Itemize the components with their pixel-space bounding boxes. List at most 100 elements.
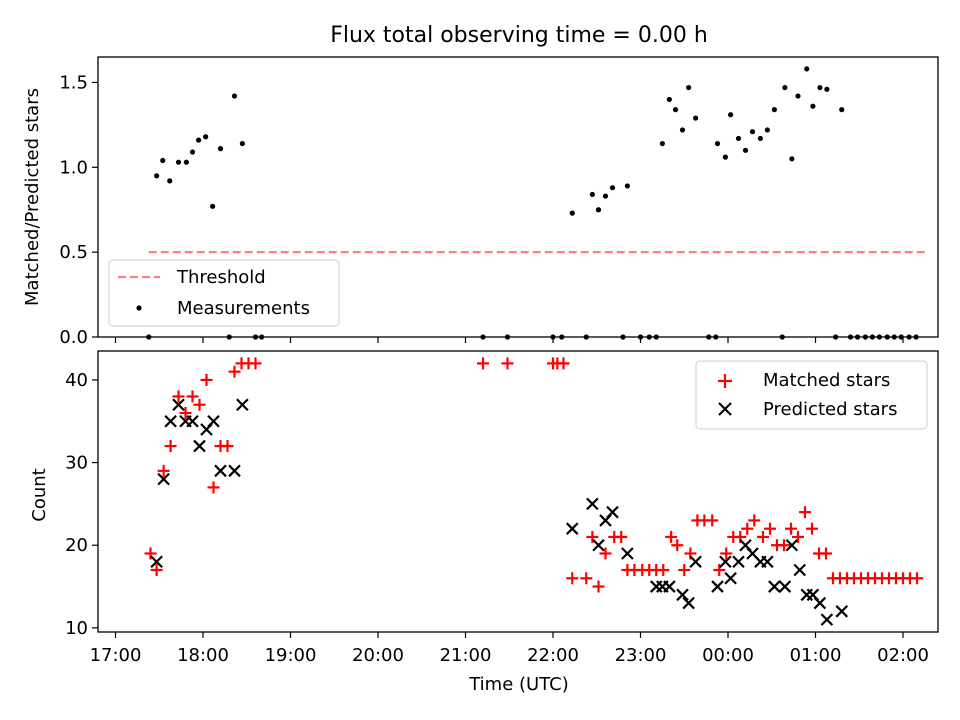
measurement-point <box>210 203 216 209</box>
bottom-y-tick-label: 40 <box>65 370 88 391</box>
measurement-point <box>757 135 763 142</box>
matched-star-marker <box>615 530 628 543</box>
matched-star-marker <box>713 564 726 577</box>
predicted-star-marker <box>565 522 579 535</box>
matched-star-marker <box>665 530 678 543</box>
matched-star-marker <box>799 506 811 519</box>
measurement-point <box>679 127 686 133</box>
predicted-star-marker <box>835 605 849 618</box>
chart-title: Flux total observing time = 0.00 h <box>330 23 708 48</box>
bottom-y-axis: 10 20 30 40 <box>65 370 98 639</box>
matched-star-marker <box>477 357 489 370</box>
predicted-star-marker <box>711 580 724 593</box>
measurement-point <box>742 147 749 153</box>
predicted-star-marker <box>768 580 781 593</box>
matched-star-marker <box>228 365 241 378</box>
bottom-y-tick-label: 20 <box>65 535 88 556</box>
measurement-point <box>595 207 602 213</box>
predicted-star-marker <box>150 555 163 569</box>
measurement-point <box>602 193 609 199</box>
x-tick-label: 18:00 <box>177 645 229 666</box>
predicted-star-marker <box>689 555 702 569</box>
bottom-legend: Matched stars Predicted stars <box>695 360 928 430</box>
x-tick-label: 01:00 <box>790 645 842 666</box>
matched-star-marker <box>144 547 157 560</box>
predicted-star-marker <box>621 547 634 560</box>
bottom-y-tick-label: 10 <box>65 618 88 639</box>
predicted-star-marker <box>606 505 619 519</box>
measurement-point <box>196 137 202 143</box>
predicted-star-marker <box>732 555 745 569</box>
x-tick-label: 23:00 <box>615 645 667 666</box>
top-y-axis: 0.0 0.5 1.0 1.5 <box>59 72 98 348</box>
measurement-point <box>749 129 756 135</box>
top-legend: Threshold Measurements <box>108 259 340 327</box>
matched-star-marker <box>792 530 804 543</box>
measurement-point <box>160 157 166 164</box>
measurement-point <box>686 84 692 91</box>
measurement-point <box>167 178 173 184</box>
matched-star-marker <box>741 522 754 535</box>
legend-matched-swatch <box>718 374 732 388</box>
measurement-point <box>203 134 209 140</box>
matched-star-marker <box>748 514 761 527</box>
bottom-legend-frame <box>695 360 928 430</box>
x-tick-label: 17:00 <box>90 645 142 666</box>
matched-star-marker <box>785 522 797 535</box>
predicted-star-marker <box>793 563 807 577</box>
matched-star-marker <box>186 390 199 403</box>
matched-star-marker <box>599 547 612 560</box>
measurement-point <box>817 84 823 91</box>
measurement-point <box>569 210 575 216</box>
matched-star-marker <box>592 580 605 593</box>
measurement-point <box>666 96 672 103</box>
top-x-axis-ticks <box>114 337 904 343</box>
measurement-point <box>735 135 742 142</box>
top-y-axis-label: Matched/Predicted stars <box>22 88 43 306</box>
matched-star-marker <box>580 572 593 585</box>
measurement-point <box>175 159 182 165</box>
top-y-tick-label: 0.0 <box>59 327 88 348</box>
matched-star-marker <box>249 357 262 370</box>
predicted-star-marker <box>663 580 676 593</box>
measurement-point <box>728 112 734 118</box>
matched-star-marker <box>221 440 234 453</box>
measurement-point <box>659 140 665 147</box>
x-tick-label: 19:00 <box>265 645 317 666</box>
matched-star-marker <box>806 522 818 535</box>
measurement-point <box>764 127 770 133</box>
matched-star-marker <box>150 564 163 577</box>
x-axis-label: Time (UTC) <box>468 674 569 695</box>
measurement-point <box>789 156 795 162</box>
matched-star-marker <box>157 464 170 477</box>
predicted-star-marker <box>214 464 227 478</box>
matched-star-marker <box>778 539 790 552</box>
measurement-point <box>782 84 788 91</box>
matched-star-marker <box>200 373 213 386</box>
predicted-star-marker <box>724 572 737 585</box>
measurement-point <box>189 149 196 155</box>
matched-star-marker <box>172 390 185 403</box>
top-plot-frame <box>97 56 939 338</box>
predicted-star-marker <box>813 596 827 610</box>
predicted-star-marker <box>172 398 185 411</box>
measurement-point <box>239 140 245 147</box>
measurement-point <box>771 107 777 113</box>
measurement-point <box>624 183 630 189</box>
x-tick-label: 02:00 <box>877 645 929 666</box>
measurement-point <box>183 159 189 165</box>
legend-predicted-label: Predicted stars <box>763 399 897 420</box>
measurement-point <box>154 173 160 179</box>
bottom-panel: 10 20 30 40 17:00 18:00 19:00 20:00 21:00 22:00 2… <box>29 350 939 695</box>
matched-star-marker <box>706 514 719 527</box>
matched-star-marker <box>179 406 192 419</box>
x-tick-label: 22:00 <box>527 645 579 666</box>
predicted-star-marker <box>820 613 834 626</box>
predicted-star-marker <box>785 538 799 552</box>
measurement-point <box>839 107 845 113</box>
top-legend-frame <box>108 259 340 327</box>
predicted-star-marker <box>676 588 689 602</box>
top-y-tick-label: 0.5 <box>59 242 88 263</box>
measurement-point <box>693 115 699 121</box>
matched-star-marker <box>911 572 923 585</box>
